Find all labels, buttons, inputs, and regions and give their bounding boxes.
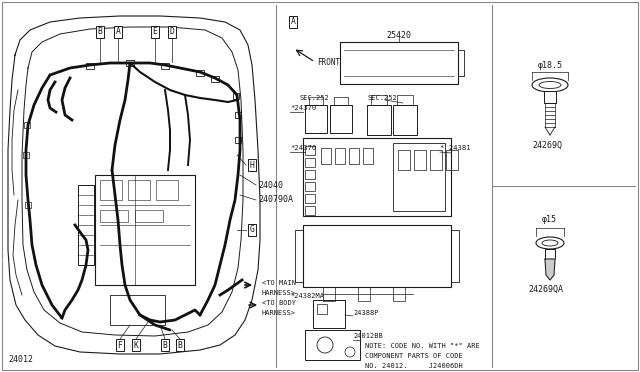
Bar [95, 175, 195, 285]
Text: 24269Q: 24269Q [532, 141, 562, 150]
Text: A: A [116, 28, 120, 36]
Bar [305, 105, 327, 133]
Bar [398, 150, 410, 170]
Text: E: E [152, 28, 157, 36]
Text: 240790A: 240790A [258, 196, 293, 205]
Bar [100, 210, 128, 222]
Text: NO. 24012.     J24006DH: NO. 24012. J24006DH [365, 363, 463, 369]
Bar [78, 185, 94, 265]
Bar [23, 152, 29, 158]
Bar [458, 50, 464, 76]
Bar [110, 295, 165, 325]
Bar [303, 138, 451, 216]
Bar [323, 287, 335, 301]
Bar [235, 112, 241, 118]
Text: COMPONENT PARTS OF CODE: COMPONENT PARTS OF CODE [365, 353, 463, 359]
Polygon shape [545, 259, 555, 280]
Bar [126, 60, 134, 66]
Text: H: H [250, 160, 255, 170]
Bar [305, 194, 315, 203]
Bar [156, 180, 178, 200]
Text: *24382MA: *24382MA [290, 293, 324, 299]
Text: F: F [118, 340, 122, 350]
Text: 24388P: 24388P [353, 310, 378, 316]
Text: B: B [163, 340, 168, 350]
Bar [393, 105, 417, 135]
Ellipse shape [532, 78, 568, 92]
Text: FRONT: FRONT [317, 58, 340, 67]
Ellipse shape [539, 81, 561, 89]
Bar [334, 97, 348, 105]
Bar [196, 70, 204, 76]
Text: * 24381: * 24381 [440, 145, 470, 151]
Bar [414, 150, 426, 170]
Text: SEC.252: SEC.252 [300, 95, 330, 101]
Bar [544, 91, 556, 103]
Text: D: D [170, 28, 175, 36]
Ellipse shape [542, 240, 558, 246]
Text: HARNESS>: HARNESS> [262, 290, 296, 296]
Bar [211, 76, 219, 82]
Text: A: A [291, 17, 296, 26]
Bar [340, 42, 458, 84]
Bar [363, 148, 373, 164]
Bar [367, 105, 391, 135]
Bar [305, 330, 360, 360]
Bar [100, 180, 122, 200]
Text: 24040: 24040 [258, 180, 283, 189]
Bar [446, 150, 458, 170]
Bar [235, 137, 241, 143]
Text: NOTE: CODE NO. WITH "*" ARE: NOTE: CODE NO. WITH "*" ARE [365, 343, 480, 349]
Bar [430, 150, 442, 170]
Bar [305, 206, 315, 215]
Bar [545, 249, 555, 259]
Bar [393, 143, 445, 211]
Bar [358, 287, 370, 301]
Text: HARNESS>: HARNESS> [262, 310, 296, 316]
Bar [317, 304, 327, 314]
Text: *24370: *24370 [290, 105, 316, 111]
Bar [451, 230, 459, 282]
Text: 24012BB: 24012BB [353, 333, 383, 339]
Bar [330, 105, 352, 133]
Ellipse shape [536, 237, 564, 249]
Bar [305, 146, 315, 155]
Text: B: B [177, 340, 182, 350]
Text: <TO MAIN: <TO MAIN [262, 280, 296, 286]
Text: 24269QA: 24269QA [528, 285, 563, 294]
Bar [25, 202, 31, 208]
Bar [335, 148, 345, 164]
Text: B: B [97, 28, 102, 36]
Bar [86, 63, 94, 69]
Text: *24370: *24370 [290, 145, 316, 151]
Bar [295, 230, 303, 282]
Text: G: G [250, 225, 255, 234]
Bar [233, 93, 239, 99]
Bar [305, 158, 315, 167]
Bar [349, 148, 359, 164]
Bar [321, 148, 331, 164]
Bar [161, 63, 169, 69]
Text: 25420: 25420 [387, 32, 412, 41]
Bar [309, 97, 323, 105]
Bar [393, 287, 405, 301]
Text: <TO BODY: <TO BODY [262, 300, 296, 306]
Bar [303, 225, 451, 287]
Text: φ18.5: φ18.5 [538, 61, 563, 70]
Bar [397, 95, 413, 105]
Text: SEC.252: SEC.252 [367, 95, 397, 101]
Bar [128, 180, 150, 200]
Text: 24012: 24012 [8, 356, 33, 365]
Bar [305, 182, 315, 191]
Bar [371, 95, 387, 105]
Text: φ15: φ15 [542, 215, 557, 224]
Bar [24, 122, 30, 128]
Text: K: K [134, 340, 138, 350]
Bar [313, 300, 345, 328]
Bar [135, 210, 163, 222]
Bar [305, 170, 315, 179]
